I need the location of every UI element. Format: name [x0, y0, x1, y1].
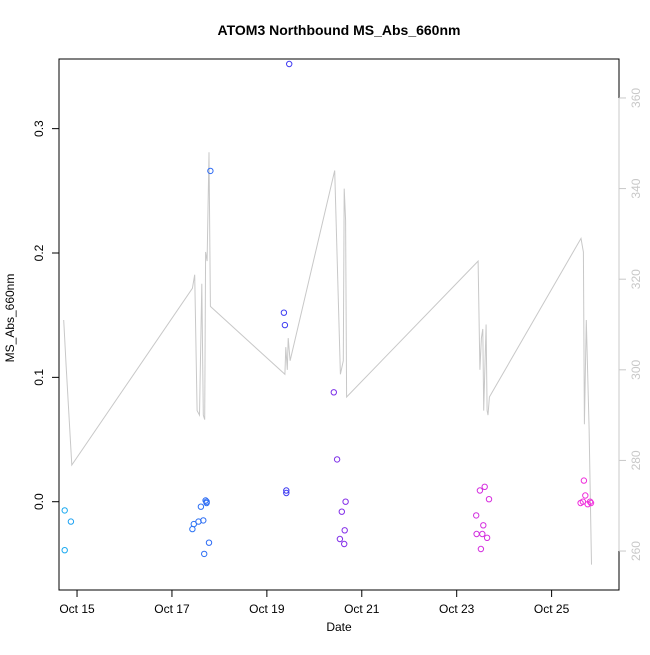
x-tick-label: Oct 25 [534, 602, 570, 616]
data-point [283, 489, 290, 497]
y2-tick-label: 320 [629, 269, 643, 289]
data-point [579, 498, 587, 505]
data-point [580, 477, 588, 484]
data-point [286, 60, 293, 68]
data-point [479, 530, 486, 538]
data-point [587, 499, 595, 507]
secondary-series-line [63, 152, 592, 565]
x-tick-label: Oct 23 [439, 602, 475, 616]
data-point [473, 530, 480, 538]
data-point [333, 456, 341, 463]
data-point [341, 540, 348, 548]
x-tick-label: Oct 15 [59, 602, 95, 616]
data-point [200, 517, 207, 524]
y-tick-label: 0.1 [32, 369, 46, 386]
data-point [190, 520, 198, 528]
chart-title: ATOM3 Northbound MS_Abs_660nm [218, 22, 461, 38]
data-point [61, 547, 68, 554]
data-point [67, 518, 75, 525]
data-point [201, 550, 208, 558]
x-tick-label: Oct 19 [249, 602, 285, 616]
point-layer [61, 60, 595, 558]
data-point [207, 167, 214, 175]
y-axis: 0.0 0.1 0.2 0.3 [32, 120, 60, 510]
data-point [330, 389, 337, 396]
secondary-y-axis: 260 280 300 320 340 360 [618, 88, 643, 561]
data-point [485, 496, 493, 503]
secondary-line-layer [63, 152, 592, 565]
data-point [483, 534, 491, 541]
y-tick-label: 0.3 [32, 120, 46, 137]
x-axis-label: Date [326, 620, 352, 634]
data-point [203, 499, 210, 507]
y-tick-label: 0.2 [32, 244, 46, 261]
data-point [477, 545, 485, 553]
data-point [281, 321, 289, 329]
y2-tick-label: 260 [629, 541, 643, 561]
data-point [342, 498, 349, 505]
y2-tick-label: 340 [629, 178, 643, 198]
data-point [476, 487, 484, 494]
y-tick-label: 0.0 [32, 493, 46, 510]
data-point [280, 309, 288, 316]
y2-tick-label: 280 [629, 450, 643, 470]
data-point [341, 527, 348, 534]
x-tick-label: Oct 21 [344, 602, 380, 616]
y2-tick-label: 360 [629, 88, 643, 108]
data-point [61, 507, 68, 514]
data-point [473, 512, 480, 519]
x-tick-label: Oct 17 [154, 602, 190, 616]
data-point [480, 522, 487, 529]
x-axis: Oct 15 Oct 17 Oct 19 Oct 21 Oct 23 Oct 25 [59, 589, 570, 616]
data-point [586, 498, 594, 505]
data-point [205, 539, 213, 546]
data-point [582, 492, 589, 499]
y-axis-label: MS_Abs_660nm [3, 274, 17, 363]
data-point [197, 503, 205, 510]
data-point [283, 487, 290, 494]
data-point [481, 483, 488, 490]
data-point [336, 535, 344, 543]
data-point [338, 508, 345, 515]
y2-tick-label: 300 [629, 359, 643, 379]
